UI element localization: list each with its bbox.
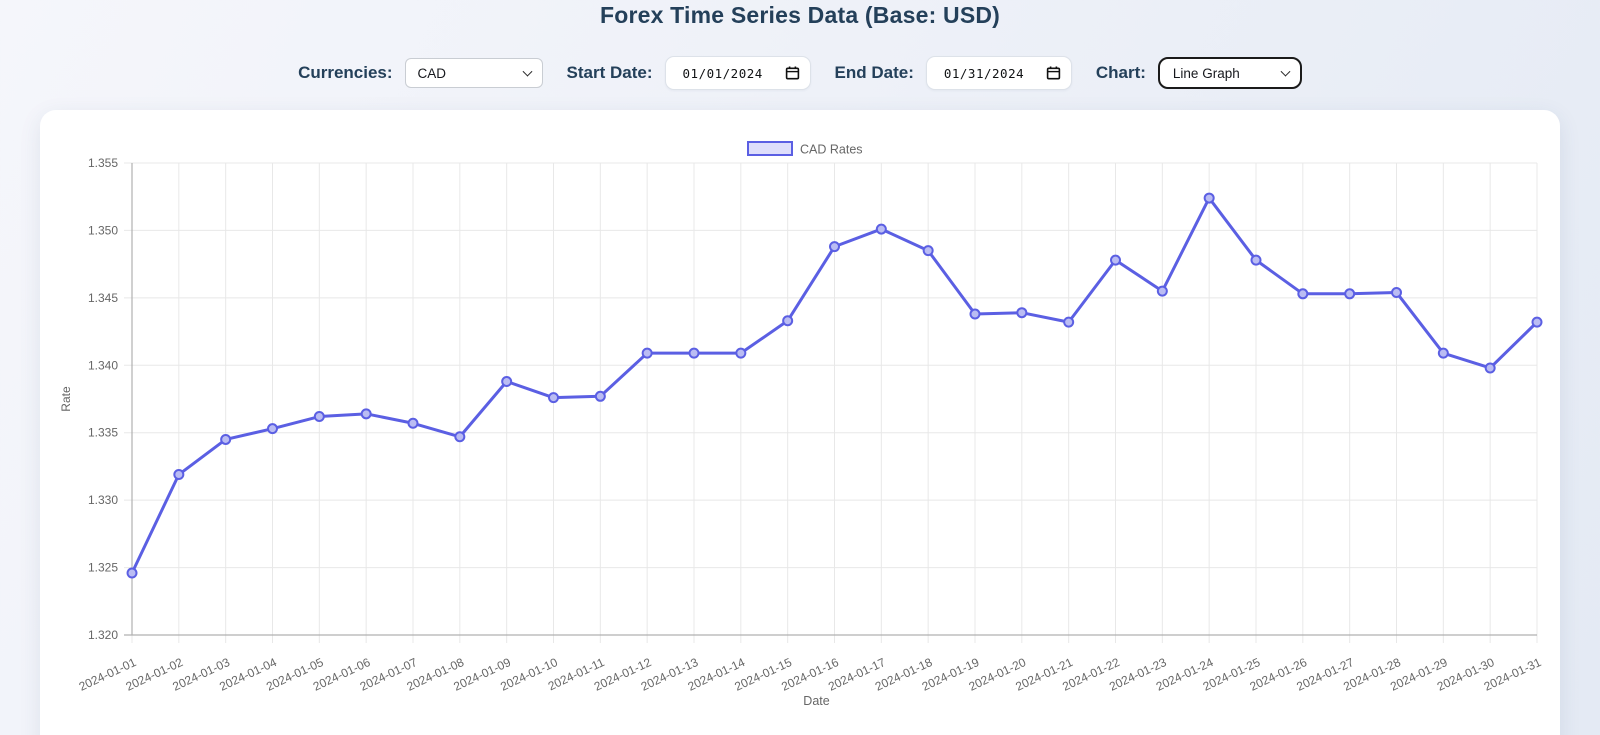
svg-text:1.320: 1.320 <box>88 628 118 642</box>
data-point[interactable] <box>1156 285 1168 297</box>
svg-text:1.350: 1.350 <box>88 223 118 237</box>
start-date-label: Start Date: <box>566 63 653 82</box>
data-point[interactable] <box>1391 286 1402 298</box>
end-date-input[interactable]: 01/31/2024 <box>925 56 1072 90</box>
data-point[interactable] <box>267 423 278 435</box>
forex-line-chart: 1.320 1.325 1.330 1.335 1.340 1.345 1.350 1.355… <box>59 141 1544 708</box>
currency-select-value: CAD <box>417 65 447 81</box>
page-title: Forex Time Series Data (Base: USD) <box>599 2 1001 28</box>
data-point[interactable] <box>1531 316 1543 328</box>
legend-swatch <box>747 141 793 156</box>
data-point[interactable] <box>360 408 372 420</box>
data-point[interactable] <box>875 223 887 235</box>
data-point[interactable] <box>548 392 559 404</box>
svg-text:1.345: 1.345 <box>88 291 118 305</box>
chart-type-select[interactable]: Line Graph <box>1157 57 1302 89</box>
calendar-icon[interactable] <box>785 66 800 81</box>
data-point[interactable] <box>969 308 981 320</box>
svg-text:1.355: 1.355 <box>88 156 118 170</box>
data-point[interactable] <box>688 347 700 359</box>
data-point[interactable] <box>1016 307 1028 319</box>
currency-select[interactable]: CAD <box>404 58 543 88</box>
data-point[interactable] <box>313 411 325 423</box>
chart-card: 1.320 1.325 1.330 1.335 1.340 1.345 1.350 1.355… <box>40 110 1560 735</box>
data-point[interactable] <box>1297 288 1309 300</box>
chevron-down-icon <box>1280 66 1291 77</box>
data-point[interactable] <box>735 347 747 359</box>
x-axis-tick-labels: 2024-01-012024-01-022024-01-032024-01-04… <box>77 655 1544 694</box>
svg-text:1.330: 1.330 <box>88 493 118 507</box>
currencies-label: Currencies: <box>298 63 393 82</box>
chart-type-select-value: Line Graph <box>1172 65 1240 81</box>
controls-bar: Currencies: CAD Start Date: 01/01/2024 E… <box>0 55 1600 91</box>
chevron-down-icon <box>522 66 532 77</box>
data-point[interactable] <box>922 245 934 257</box>
calendar-icon[interactable] <box>1046 66 1061 81</box>
legend-item-cad-rates[interactable]: CAD Rates <box>747 141 863 157</box>
data-point[interactable] <box>1203 192 1215 204</box>
y-axis-tick-labels: 1.320 1.325 1.330 1.335 1.340 1.345 1.350 1.355 <box>88 156 118 642</box>
svg-text:1.335: 1.335 <box>88 426 118 440</box>
start-date-value: 01/01/2024 <box>682 65 763 81</box>
data-point[interactable] <box>407 417 419 429</box>
start-date-input[interactable]: 01/01/2024 <box>664 56 811 90</box>
end-date-value: 01/31/2024 <box>943 65 1025 81</box>
grid-lines <box>124 162 1538 643</box>
data-point[interactable] <box>594 390 606 402</box>
end-date-label: End Date: <box>834 63 914 82</box>
axis-borders <box>124 163 1537 636</box>
data-point[interactable] <box>220 433 232 445</box>
data-point[interactable] <box>1110 254 1121 266</box>
data-point[interactable] <box>1250 254 1262 266</box>
legend-label: CAD Rates <box>800 143 863 157</box>
svg-text:1.340: 1.340 <box>88 358 118 372</box>
x-axis-title: Date <box>803 694 829 708</box>
y-axis-title: Rate <box>59 386 73 412</box>
data-point[interactable] <box>1063 316 1075 328</box>
data-point[interactable] <box>641 347 653 359</box>
data-point[interactable] <box>1484 362 1496 374</box>
data-points <box>126 192 1543 579</box>
data-point[interactable] <box>173 469 185 481</box>
data-point[interactable] <box>829 241 840 253</box>
data-point[interactable] <box>126 567 138 579</box>
data-point[interactable] <box>782 315 794 327</box>
data-point[interactable] <box>1344 288 1356 300</box>
svg-text:1.325: 1.325 <box>88 561 118 575</box>
data-point[interactable] <box>1437 347 1449 359</box>
data-point[interactable] <box>454 431 466 443</box>
data-point[interactable] <box>501 375 513 387</box>
chart-type-label: Chart: <box>1095 63 1146 82</box>
